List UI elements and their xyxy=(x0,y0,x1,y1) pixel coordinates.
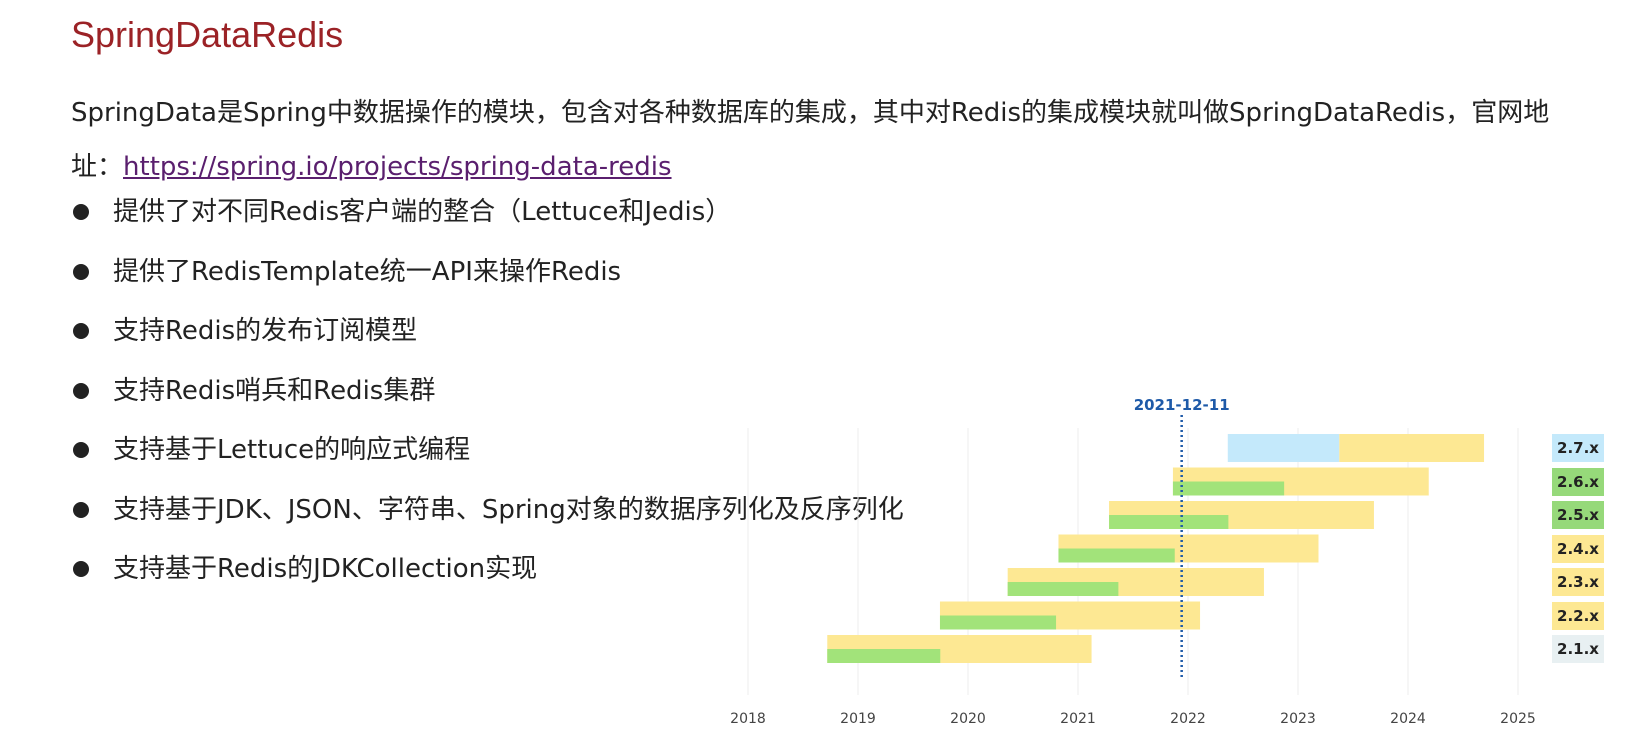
x-tick-label: 2020 xyxy=(950,711,986,727)
list-item: 支持Redis的发布订阅模型 xyxy=(71,315,904,375)
version-chip: 2.6.x xyxy=(1552,467,1604,496)
x-tick-label: 2019 xyxy=(840,711,876,727)
x-tick-label: 2021 xyxy=(1060,711,1096,727)
bullet-dot-icon xyxy=(73,382,89,399)
oss-support-bar xyxy=(1109,515,1229,529)
x-tick-label: 2025 xyxy=(1500,711,1536,727)
version-chip: 2.3.x xyxy=(1552,568,1604,596)
list-item-text: 支持基于Redis的JDKCollection实现 xyxy=(113,554,538,584)
version-chip: 2.1.x xyxy=(1552,635,1604,663)
page-title: SpringDataRedis xyxy=(71,14,344,55)
list-item: 提供了RedisTemplate统一API来操作Redis xyxy=(71,256,904,316)
list-item: 支持基于Lettuce的响应式编程 xyxy=(71,434,904,494)
x-tick-label: 2024 xyxy=(1390,711,1426,727)
version-chip: 2.2.x xyxy=(1552,601,1604,630)
list-item-text: 支持基于Lettuce的响应式编程 xyxy=(113,435,471,465)
oss-support-bar xyxy=(1172,481,1285,496)
bullet-dot-icon xyxy=(73,204,89,220)
list-item-text: 支持Redis哨兵和Redis集群 xyxy=(113,375,436,406)
oss-support-bar xyxy=(1058,548,1175,563)
future-bar xyxy=(1227,434,1340,462)
list-item-text: 支持Redis的发布订阅模型 xyxy=(113,316,418,346)
feature-list: 提供了对不同Redis客户端的整合（Lettuce和Jedis） 提供了Redi… xyxy=(71,196,904,613)
list-item-text: 支持基于JDK、JSON、字符串、Spring对象的数据序列化及反序列化 xyxy=(113,494,904,525)
intro-text: SpringData是Spring中数据操作的模块，包含对各种数据库的集成，其中… xyxy=(71,98,1550,182)
bullet-dot-icon xyxy=(73,323,89,339)
list-item: 支持Redis哨兵和Redis集群 xyxy=(71,375,904,435)
bullet-dot-icon xyxy=(73,263,89,280)
version-chip: 2.5.x xyxy=(1552,501,1604,529)
version-chip: 2.4.x xyxy=(1552,534,1604,563)
oss-support-bar xyxy=(939,615,1057,630)
commercial-support-bar xyxy=(1339,434,1485,462)
list-item-text: 提供了对不同Redis客户端的整合（Lettuce和Jedis） xyxy=(113,197,732,227)
list-item-text: 提供了RedisTemplate统一API来操作Redis xyxy=(113,256,622,287)
x-tick-label: 2018 xyxy=(730,711,766,727)
bullet-dot-icon xyxy=(73,501,89,518)
date-marker-label: 2021-12-11 xyxy=(1134,396,1230,414)
oss-support-bar xyxy=(1007,582,1119,596)
official-site-link[interactable]: https://spring.io/projects/spring-data-r… xyxy=(123,152,672,182)
version-chip: 2.7.x xyxy=(1552,434,1604,462)
x-tick-label: 2023 xyxy=(1280,711,1316,727)
x-tick-label: 2022 xyxy=(1170,711,1206,727)
bullet-dot-icon xyxy=(73,561,89,577)
list-item: 支持基于Redis的JDKCollection实现 xyxy=(71,553,904,613)
list-item: 提供了对不同Redis客户端的整合（Lettuce和Jedis） xyxy=(71,196,904,256)
bullet-dot-icon xyxy=(73,442,89,458)
oss-support-bar xyxy=(827,649,941,663)
list-item: 支持基于JDK、JSON、字符串、Spring对象的数据序列化及反序列化 xyxy=(71,494,904,554)
intro-paragraph: SpringData是Spring中数据操作的模块，包含对各种数据库的集成，其中… xyxy=(71,86,1591,194)
